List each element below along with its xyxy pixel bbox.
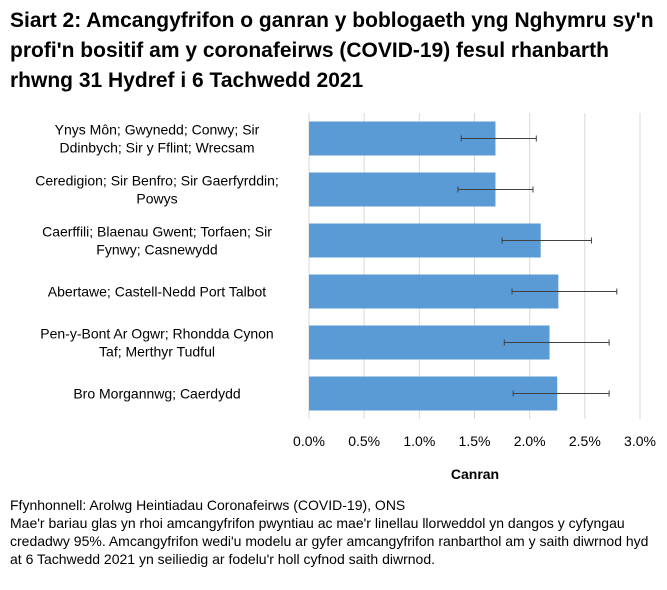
category-label: Caerffili; Blaenau Gwent; Torfaen; Sir Fy…: [42, 224, 272, 258]
category-label: Ynys Môn; Gwynedd; Conwy; Sir Ddinbych; S…: [55, 122, 260, 156]
x-tick-label: 2.5%: [569, 433, 601, 449]
x-axis-title: Canran: [451, 466, 499, 482]
error-bar: [511, 288, 618, 295]
x-tick-label: 0.5%: [348, 433, 380, 449]
category-label-line: Taf; Merthyr Tudful: [99, 344, 215, 360]
category-label-line: Caerffili; Blaenau Gwent; Torfaen; Sir: [42, 224, 272, 240]
category-label-line: Ynys Môn; Gwynedd; Conwy; Sir: [55, 122, 260, 138]
x-tick-label: 1.5%: [459, 433, 491, 449]
category-labels: Ynys Môn; Gwynedd; Conwy; Sir Ddinbych; S…: [35, 122, 279, 402]
error-bars: [457, 135, 618, 397]
x-tick-label: 0.0%: [293, 433, 325, 449]
bars: [309, 121, 559, 411]
category-label: Ceredigion; Sir Benfro; Sir Gaerfyrddin;…: [35, 173, 279, 207]
category-label-line: Fynwy; Casnewydd: [96, 242, 217, 258]
category-label-line: Powys: [136, 191, 177, 207]
bar-chart: Ynys Môn; Gwynedd; Conwy; Sir Ddinbych; S…: [35, 113, 656, 482]
category-label: Bro Morgannwg; Caerdydd: [73, 386, 240, 402]
x-tick-label: 1.0%: [403, 433, 435, 449]
error-bar: [460, 135, 537, 142]
chart-title: Siart 2: Amcangyfrifon o ganran y boblog…: [10, 9, 654, 92]
x-tick-label: 3.0%: [624, 433, 656, 449]
category-label: Pen-y-Bont Ar Ogwr; Rhondda Cynon Taf; Me…: [40, 326, 273, 360]
error-bar: [457, 186, 534, 193]
category-label-line: Pen-y-Bont Ar Ogwr; Rhondda Cynon: [40, 326, 273, 342]
x-tick-labels: 0.0% 0.5% 1.0% 1.5% 2.0% 2.5% 3.0%: [293, 433, 656, 449]
chart-footer: Ffynhonnell: Arolwg Heintiadau Coronafei…: [10, 496, 660, 568]
category-label-line: Ceredigion; Sir Benfro; Sir Gaerfyrddin;: [35, 173, 279, 189]
source-text: Ffynhonnell: Arolwg Heintiadau Coronafei…: [10, 497, 406, 513]
category-label-line: Bro Morgannwg; Caerdydd: [73, 386, 240, 402]
error-bar: [512, 390, 610, 397]
note-text: Mae'r bariau glas yn rhoi amcangyfrifon …: [10, 515, 649, 567]
error-bar: [503, 339, 610, 346]
error-bar: [501, 237, 592, 244]
x-tick-label: 2.0%: [514, 433, 546, 449]
category-label-line: Ddinbych; Sir y Fflint; Wrecsam: [59, 140, 254, 156]
gridlines: [308, 113, 641, 419]
category-label: Abertawe; Castell-Nedd Port Talbot: [48, 284, 267, 300]
category-label-line: Abertawe; Castell-Nedd Port Talbot: [48, 284, 267, 300]
